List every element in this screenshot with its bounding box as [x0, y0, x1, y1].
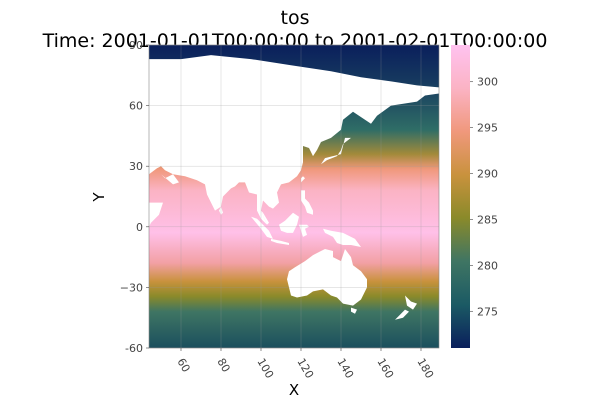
land-java [271, 238, 289, 245]
x-tick-label: 180 [414, 356, 436, 381]
x-tick-label: 120 [294, 356, 316, 381]
land-taiwan [301, 176, 305, 183]
land-japan [321, 137, 351, 165]
land-nz-north [405, 295, 417, 310]
y-axis: -60 −30 0 30 60 90 [120, 39, 149, 355]
x-tick-label: 80 [214, 356, 232, 375]
land-nz-south [395, 309, 409, 320]
land-australia [287, 249, 367, 306]
land-philippines [301, 190, 313, 215]
land-borneo [279, 212, 299, 233]
colorbar-tick-label: 275 [477, 305, 498, 318]
x-tick-label: 140 [334, 356, 356, 381]
colorbar: 275 280 285 290 295 300 [451, 45, 498, 348]
land-sumatra [251, 216, 273, 239]
y-tick-label: −30 [120, 281, 143, 294]
y-tick-label: 0 [136, 221, 143, 234]
x-tick-label: 60 [174, 356, 192, 375]
y-tick-label: 90 [129, 39, 143, 52]
land-newguinea [323, 228, 361, 247]
y-tick-label: 60 [129, 100, 143, 113]
plot-frame [148, 44, 440, 349]
x-axis: 60 80 100 120 140 160 180 [174, 348, 436, 381]
colorbar-ticks: 275 280 285 290 295 300 [470, 76, 498, 318]
land-tasmania [351, 307, 357, 314]
colorbar-tick-label: 290 [477, 168, 498, 181]
colorbar-tick-label: 285 [477, 213, 498, 226]
colorbar-tick-label: 280 [477, 259, 498, 272]
colorbar-ramp [451, 45, 470, 348]
land-indochina-gap [261, 210, 269, 225]
x-axis-label: X [289, 381, 299, 399]
y-tick-label: 30 [129, 160, 143, 173]
y-tick-label: -60 [125, 342, 143, 355]
land-sulawesi [299, 224, 309, 237]
plot-area [148, 44, 440, 349]
colorbar-tick-label: 295 [477, 122, 498, 135]
land-asia [149, 55, 439, 225]
x-tick-label: 100 [254, 356, 276, 381]
chart-title: tos [281, 7, 310, 29]
land-arabia [161, 174, 179, 185]
y-axis-label: Y [90, 192, 108, 203]
land-africa [149, 202, 163, 227]
colorbar-tick-label: 300 [477, 76, 498, 89]
land-mask [149, 55, 439, 320]
x-tick-label: 160 [374, 356, 396, 381]
land-novaya-zemlya [165, 71, 189, 84]
